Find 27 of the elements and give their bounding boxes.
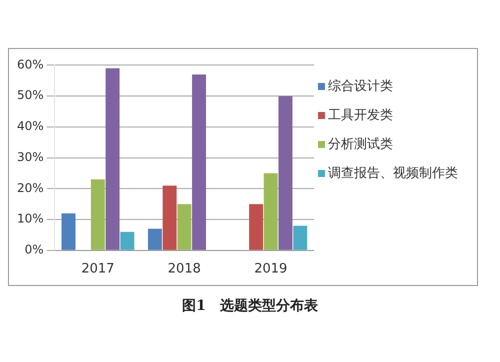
bar	[264, 173, 278, 250]
bar	[148, 228, 162, 250]
bar	[162, 186, 177, 250]
text: 图1 选题类型分布表	[181, 297, 319, 315]
y-tick-label: 50%	[17, 88, 44, 102]
bar	[278, 96, 292, 250]
bar	[90, 179, 105, 250]
bar	[120, 232, 134, 250]
y-tick-label: 40%	[17, 119, 44, 134]
bar	[177, 204, 192, 250]
legend-label: 综合设计类	[328, 78, 393, 95]
legend-label: 工具开发类	[328, 107, 393, 124]
bar	[106, 68, 120, 250]
bar	[249, 204, 264, 250]
bar	[192, 74, 206, 250]
y-tick-label: 10%	[17, 212, 44, 226]
legend-label: 调查报告、视频制作类	[328, 165, 458, 182]
x-tick-label: 2019	[254, 262, 288, 277]
y-tick-label: 0%	[24, 242, 44, 257]
x-tick-label: 2018	[168, 262, 201, 277]
legend-label: 分析测试类	[328, 136, 393, 153]
y-tick-label: 30%	[17, 150, 44, 164]
bar	[293, 226, 308, 250]
bar	[62, 213, 76, 250]
y-tick-label: 60%	[17, 57, 44, 72]
x-tick-label: 2017	[81, 262, 114, 277]
y-tick-label: 20%	[17, 180, 44, 195]
